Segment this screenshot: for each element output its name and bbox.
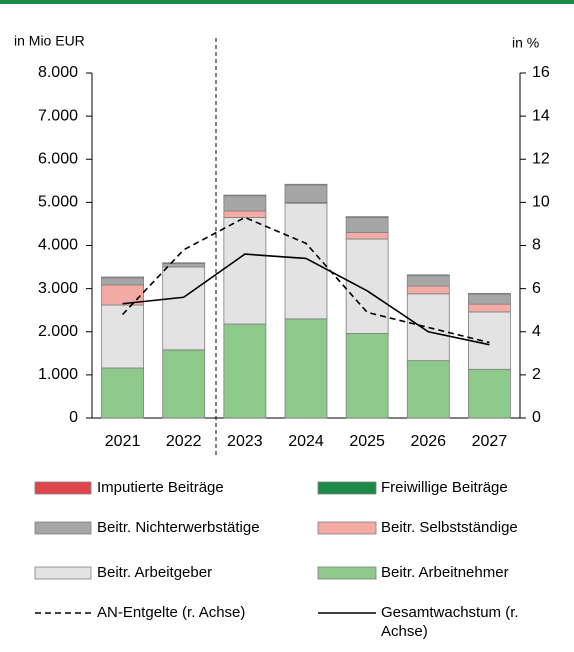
legend-label: Beitr. Arbeitnehmer — [381, 564, 509, 581]
bar-segment — [345, 217, 389, 233]
x-tick-label: 2027 — [472, 433, 508, 450]
x-tick-label: 2025 — [349, 433, 385, 450]
x-tick-label: 2022 — [166, 433, 202, 450]
bar-segment — [284, 202, 328, 320]
bar-segment — [406, 275, 450, 287]
bar-segment — [406, 285, 450, 295]
x-tick-label: 2024 — [288, 433, 324, 450]
legend-swatch — [34, 521, 92, 535]
x-tick-label: 2026 — [410, 433, 446, 450]
bar-segment — [162, 266, 206, 351]
legend-label: Beitr. Nichterwerbstätige — [97, 519, 260, 536]
bar-segment — [101, 304, 144, 369]
bar-segment — [223, 323, 267, 419]
y-tick-label: 7.000 — [38, 107, 78, 124]
legend-swatch — [317, 566, 377, 580]
x-tick-label: 2021 — [105, 433, 141, 450]
y2-tick-label: 0 — [532, 409, 541, 426]
bar-segment — [162, 263, 206, 268]
y-tick-label: 5.000 — [38, 194, 78, 211]
bar-segment — [406, 360, 450, 419]
y2-tick-label: 6 — [532, 280, 541, 297]
y2-tick-label: 4 — [532, 323, 541, 340]
y2-tick-label: 16 — [532, 64, 550, 81]
y2-axis-label: in % — [512, 35, 539, 51]
bar-segment — [468, 293, 511, 305]
bar-segment — [345, 238, 389, 334]
legend-swatch — [34, 566, 92, 580]
legend-label: Beitr. Arbeitgeber — [97, 564, 213, 581]
line-series — [122, 253, 490, 346]
legend-label: Imputierte Beiträge — [97, 479, 224, 496]
legend-label: Freiwillige Beiträge — [381, 479, 508, 496]
bar-segment — [468, 303, 511, 313]
bar-segment — [223, 217, 267, 325]
bar-segment — [101, 367, 144, 419]
bar-segment — [406, 293, 450, 362]
bar-segment — [284, 318, 328, 419]
bar-segment — [101, 277, 144, 286]
bar-segment — [345, 232, 389, 240]
y2-tick-label: 10 — [532, 194, 550, 211]
bar-segment — [223, 195, 267, 212]
y-tick-label: 1.000 — [38, 366, 78, 383]
legend-swatch — [34, 481, 92, 495]
y-tick-label: 0 — [69, 409, 78, 426]
y-axis-label: in Mio EUR — [14, 33, 85, 49]
y-tick-label: 2.000 — [38, 323, 78, 340]
legend-swatch — [317, 481, 377, 495]
y-tick-label: 6.000 — [38, 150, 78, 167]
y-tick-label: 3.000 — [38, 280, 78, 297]
y2-tick-label: 8 — [532, 237, 541, 254]
line-series — [121, 216, 490, 344]
y-tick-label: 4.000 — [38, 237, 78, 254]
legend-label: Gesamtwachstum (r. Achse) — [381, 604, 519, 640]
y2-tick-label: 12 — [532, 150, 550, 167]
bar-segment — [468, 311, 511, 370]
y2-tick-label: 2 — [532, 366, 541, 383]
x-tick-label: 2023 — [227, 433, 263, 450]
bar-segment — [284, 184, 328, 203]
legend-label: Beitr. Selbstständige — [381, 519, 518, 536]
top-rule — [0, 0, 574, 4]
bar-segment — [345, 333, 389, 419]
bar-segment — [162, 349, 206, 419]
bar-segment — [468, 368, 511, 419]
y-tick-label: 8.000 — [38, 64, 78, 81]
y2-tick-label: 14 — [532, 107, 550, 124]
legend-swatch — [317, 521, 377, 535]
legend-label: AN-Entgelte (r. Achse) — [97, 604, 246, 621]
bar-segment — [223, 210, 267, 218]
